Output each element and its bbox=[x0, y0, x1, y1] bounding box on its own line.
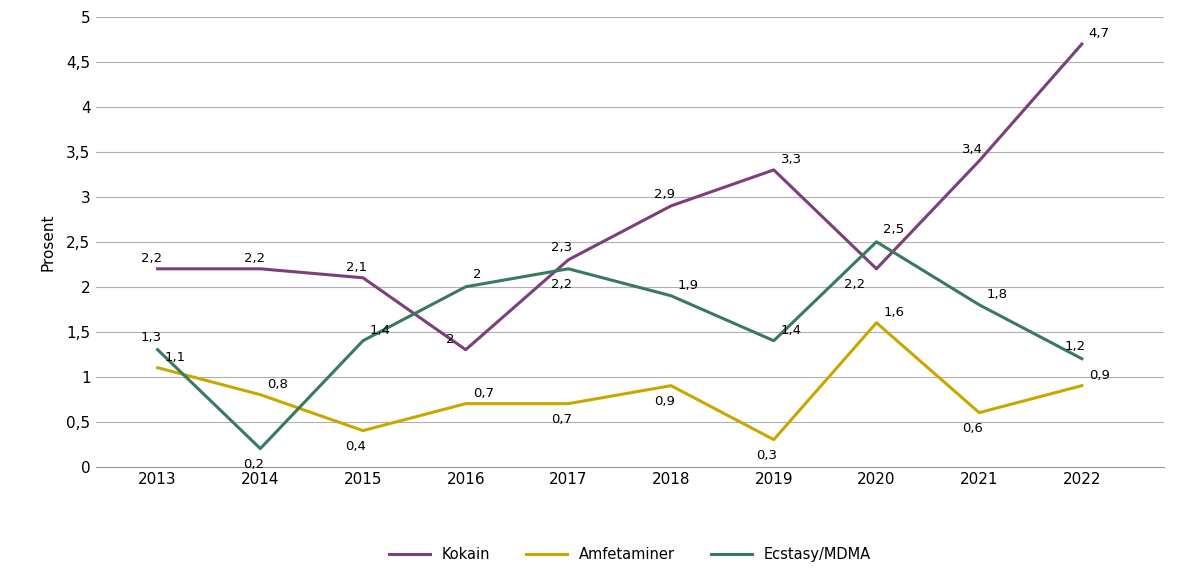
Kokain bbox=[458, 347, 473, 353]
Text: 1,6: 1,6 bbox=[883, 306, 905, 319]
Text: 0,7: 0,7 bbox=[473, 387, 493, 399]
Amfetaminer bbox=[1075, 382, 1090, 389]
Text: 2: 2 bbox=[446, 333, 455, 346]
Kokain bbox=[767, 167, 781, 174]
Amfetaminer bbox=[664, 382, 678, 389]
Line: Amfetaminer: Amfetaminer bbox=[157, 323, 1082, 440]
Amfetaminer bbox=[767, 436, 781, 443]
Text: 0,9: 0,9 bbox=[1088, 369, 1110, 382]
Text: 2,2: 2,2 bbox=[845, 278, 865, 291]
Text: 2,1: 2,1 bbox=[347, 261, 367, 274]
Ecstasy/MDMA bbox=[458, 283, 473, 290]
Text: 0,6: 0,6 bbox=[961, 422, 983, 435]
Text: 2,5: 2,5 bbox=[883, 224, 905, 237]
Line: Ecstasy/MDMA: Ecstasy/MDMA bbox=[157, 242, 1082, 448]
Ecstasy/MDMA bbox=[767, 337, 781, 344]
Text: 1,4: 1,4 bbox=[370, 324, 391, 337]
Kokain bbox=[562, 257, 576, 263]
Kokain bbox=[356, 274, 371, 281]
Text: 0,2: 0,2 bbox=[242, 458, 264, 471]
Amfetaminer bbox=[356, 427, 371, 434]
Kokain bbox=[150, 265, 164, 272]
Text: 2,2: 2,2 bbox=[244, 252, 265, 265]
Amfetaminer bbox=[253, 391, 268, 398]
Ecstasy/MDMA bbox=[253, 445, 268, 452]
Text: 0,3: 0,3 bbox=[756, 449, 778, 462]
Amfetaminer bbox=[869, 319, 883, 326]
Text: 0,9: 0,9 bbox=[654, 395, 674, 408]
Text: 1,1: 1,1 bbox=[164, 351, 186, 364]
Amfetaminer bbox=[458, 400, 473, 407]
Text: 2,2: 2,2 bbox=[140, 252, 162, 265]
Ecstasy/MDMA bbox=[664, 292, 678, 299]
Ecstasy/MDMA bbox=[562, 265, 576, 272]
Text: 4,7: 4,7 bbox=[1088, 27, 1110, 40]
Text: 2,2: 2,2 bbox=[551, 278, 572, 291]
Text: 1,9: 1,9 bbox=[678, 279, 700, 292]
Ecstasy/MDMA bbox=[356, 337, 371, 344]
Amfetaminer bbox=[562, 400, 576, 407]
Text: 2,9: 2,9 bbox=[654, 188, 674, 200]
Ecstasy/MDMA bbox=[150, 347, 164, 353]
Text: 2: 2 bbox=[473, 269, 481, 282]
Text: 3,3: 3,3 bbox=[781, 153, 802, 166]
Y-axis label: Prosent: Prosent bbox=[40, 213, 55, 271]
Text: 0,8: 0,8 bbox=[268, 378, 288, 391]
Kokain bbox=[869, 265, 883, 272]
Text: 0,4: 0,4 bbox=[346, 440, 366, 453]
Amfetaminer bbox=[972, 409, 986, 416]
Text: 3,4: 3,4 bbox=[961, 143, 983, 155]
Text: 1,4: 1,4 bbox=[781, 324, 802, 337]
Ecstasy/MDMA bbox=[1075, 355, 1090, 362]
Kokain bbox=[972, 158, 986, 164]
Text: 1,3: 1,3 bbox=[140, 331, 161, 344]
Kokain bbox=[253, 265, 268, 272]
Text: 0,7: 0,7 bbox=[551, 413, 572, 426]
Kokain bbox=[1075, 40, 1090, 47]
Legend: Kokain, Amfetaminer, Ecstasy/MDMA: Kokain, Amfetaminer, Ecstasy/MDMA bbox=[383, 541, 877, 568]
Kokain bbox=[664, 203, 678, 209]
Amfetaminer bbox=[150, 364, 164, 371]
Ecstasy/MDMA bbox=[972, 302, 986, 308]
Text: 1,8: 1,8 bbox=[986, 288, 1007, 301]
Text: 1,2: 1,2 bbox=[1064, 340, 1086, 353]
Ecstasy/MDMA bbox=[869, 238, 883, 245]
Line: Kokain: Kokain bbox=[157, 44, 1082, 350]
Text: 2,3: 2,3 bbox=[551, 241, 572, 254]
